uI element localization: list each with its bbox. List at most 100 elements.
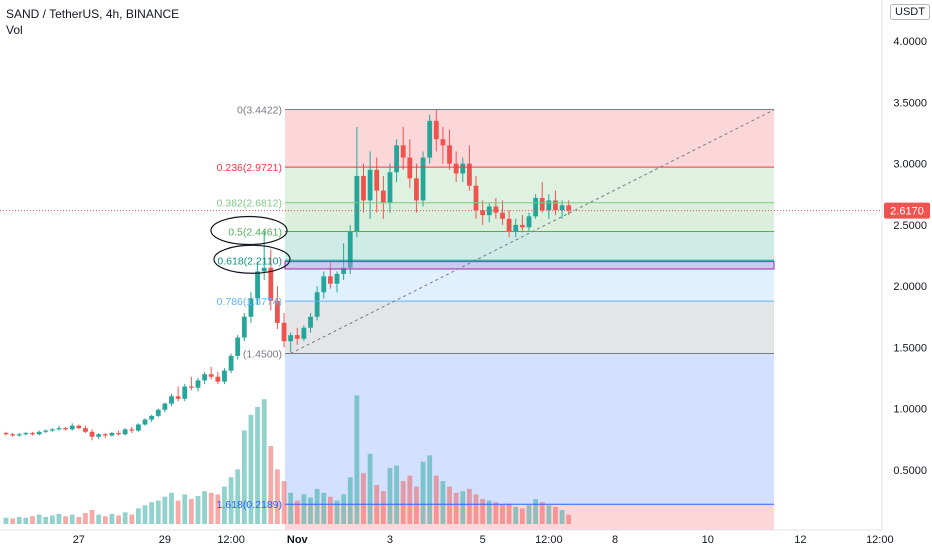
candle[interactable] bbox=[519, 224, 525, 228]
candle[interactable] bbox=[16, 434, 22, 436]
candle[interactable] bbox=[467, 163, 472, 186]
time-tick-label: 12 bbox=[794, 534, 806, 546]
candle[interactable] bbox=[407, 157, 413, 179]
candle[interactable] bbox=[122, 429, 128, 435]
candle[interactable] bbox=[321, 276, 327, 293]
candle[interactable] bbox=[308, 316, 313, 328]
highlight-zone[interactable] bbox=[284, 261, 775, 270]
candle[interactable] bbox=[493, 206, 499, 213]
candle[interactable] bbox=[480, 210, 486, 216]
candle[interactable] bbox=[394, 145, 399, 173]
candle[interactable] bbox=[420, 157, 426, 201]
candle[interactable] bbox=[334, 273, 340, 284]
candle[interactable] bbox=[387, 172, 393, 203]
candle[interactable] bbox=[427, 120, 433, 158]
candle[interactable] bbox=[202, 374, 207, 381]
candle[interactable] bbox=[149, 415, 155, 420]
candle[interactable] bbox=[314, 292, 320, 317]
candle[interactable] bbox=[546, 200, 552, 211]
candle[interactable] bbox=[129, 429, 135, 431]
candle[interactable] bbox=[281, 322, 287, 342]
candle[interactable] bbox=[175, 396, 181, 399]
annotation-circle[interactable] bbox=[210, 215, 288, 246]
candle[interactable] bbox=[255, 271, 260, 299]
candle[interactable] bbox=[56, 428, 62, 430]
last-price-badge[interactable] bbox=[884, 202, 930, 219]
candle[interactable] bbox=[268, 267, 274, 301]
candle[interactable] bbox=[341, 267, 347, 274]
candle[interactable] bbox=[69, 425, 75, 430]
candle[interactable] bbox=[43, 430, 49, 432]
candle[interactable] bbox=[361, 175, 366, 201]
candle[interactable] bbox=[23, 433, 29, 435]
candle[interactable] bbox=[3, 433, 9, 435]
candle[interactable] bbox=[30, 433, 35, 435]
candle[interactable] bbox=[83, 428, 88, 432]
candle[interactable] bbox=[155, 409, 161, 416]
candle[interactable] bbox=[414, 178, 419, 201]
candle[interactable] bbox=[248, 298, 254, 317]
price-tick-label: 1.5000 bbox=[893, 342, 927, 354]
candle[interactable] bbox=[566, 205, 572, 211]
candle[interactable] bbox=[301, 327, 307, 339]
candle[interactable] bbox=[76, 425, 82, 429]
volume-bar bbox=[553, 506, 558, 524]
candle[interactable] bbox=[533, 197, 538, 217]
candle[interactable] bbox=[354, 175, 360, 232]
candle[interactable] bbox=[275, 300, 280, 323]
candle[interactable] bbox=[195, 380, 201, 388]
candle[interactable] bbox=[36, 431, 42, 435]
candle[interactable] bbox=[294, 335, 300, 339]
candle[interactable] bbox=[222, 370, 227, 382]
candle[interactable] bbox=[162, 403, 168, 410]
candle[interactable] bbox=[235, 337, 241, 356]
candle[interactable] bbox=[96, 434, 102, 437]
candle[interactable] bbox=[506, 218, 512, 232]
candle[interactable] bbox=[473, 185, 479, 211]
trend-line[interactable] bbox=[290, 109, 775, 354]
candle[interactable] bbox=[440, 139, 446, 146]
candle[interactable] bbox=[500, 212, 505, 219]
candle[interactable] bbox=[288, 335, 294, 342]
candle[interactable] bbox=[539, 197, 545, 211]
candle[interactable] bbox=[63, 428, 68, 430]
candle[interactable] bbox=[228, 355, 234, 371]
candle[interactable] bbox=[327, 276, 333, 284]
candle[interactable] bbox=[400, 145, 406, 158]
candle[interactable] bbox=[10, 434, 16, 436]
volume-bar bbox=[202, 491, 207, 524]
candle[interactable] bbox=[136, 424, 141, 431]
candle[interactable] bbox=[109, 433, 115, 436]
candle[interactable] bbox=[241, 316, 247, 338]
symbol-title[interactable]: SAND / TetherUS, 4h, BINANCE bbox=[6, 7, 180, 21]
candle[interactable] bbox=[182, 386, 188, 399]
candle[interactable] bbox=[460, 163, 466, 174]
candle[interactable] bbox=[261, 267, 267, 272]
annotation-circle[interactable] bbox=[213, 244, 291, 274]
candle[interactable] bbox=[142, 419, 148, 425]
candle[interactable] bbox=[169, 396, 174, 404]
candle[interactable] bbox=[433, 120, 439, 140]
candle[interactable] bbox=[116, 433, 121, 435]
candle[interactable] bbox=[215, 376, 221, 382]
candle[interactable] bbox=[374, 169, 380, 191]
candle[interactable] bbox=[188, 386, 194, 388]
candle[interactable] bbox=[102, 434, 108, 436]
price-unit-label[interactable]: USDT bbox=[890, 4, 930, 20]
candle[interactable] bbox=[380, 190, 386, 203]
volume-indicator-label[interactable]: Vol bbox=[6, 23, 23, 37]
candle[interactable] bbox=[89, 431, 95, 437]
volume-bar bbox=[486, 500, 492, 524]
candle[interactable] bbox=[513, 224, 519, 232]
candle[interactable] bbox=[559, 205, 565, 211]
candle[interactable] bbox=[447, 145, 452, 164]
candle[interactable] bbox=[526, 216, 532, 228]
candle[interactable] bbox=[367, 169, 373, 201]
candle[interactable] bbox=[453, 163, 459, 174]
candle[interactable] bbox=[553, 200, 558, 211]
candle[interactable] bbox=[49, 429, 55, 431]
candle[interactable] bbox=[347, 231, 353, 268]
candle[interactable] bbox=[208, 374, 214, 377]
